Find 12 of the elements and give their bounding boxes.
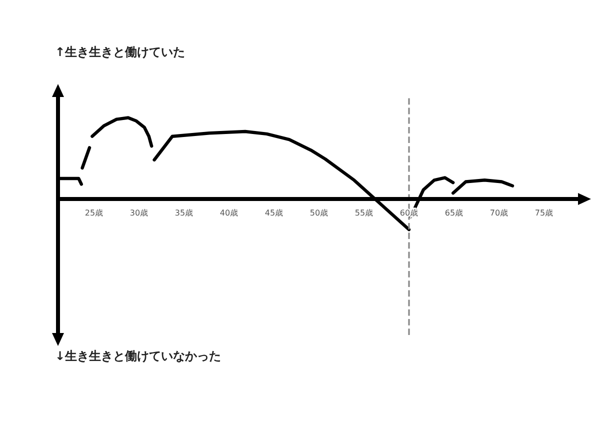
x-tick-label: 65歳 <box>444 208 464 218</box>
x-tick-label: 25歳 <box>84 208 104 218</box>
x-tick-label: 40歳 <box>220 208 238 218</box>
x-tick-label: 50歳 <box>310 208 328 218</box>
x-tick-label: 55歳 <box>354 208 374 218</box>
text: ↓生き生きと働けていなかった <box>55 349 222 363</box>
text: ↑生き生きと働けていた <box>55 45 186 59</box>
x-tick-label: 70歳 <box>490 208 508 218</box>
x-tick-label: 35歳 <box>174 208 194 218</box>
x-tick-label: 45歳 <box>264 208 284 218</box>
x-tick-label: 75歳 <box>534 208 554 218</box>
x-tick-label: 30歳 <box>130 208 148 218</box>
